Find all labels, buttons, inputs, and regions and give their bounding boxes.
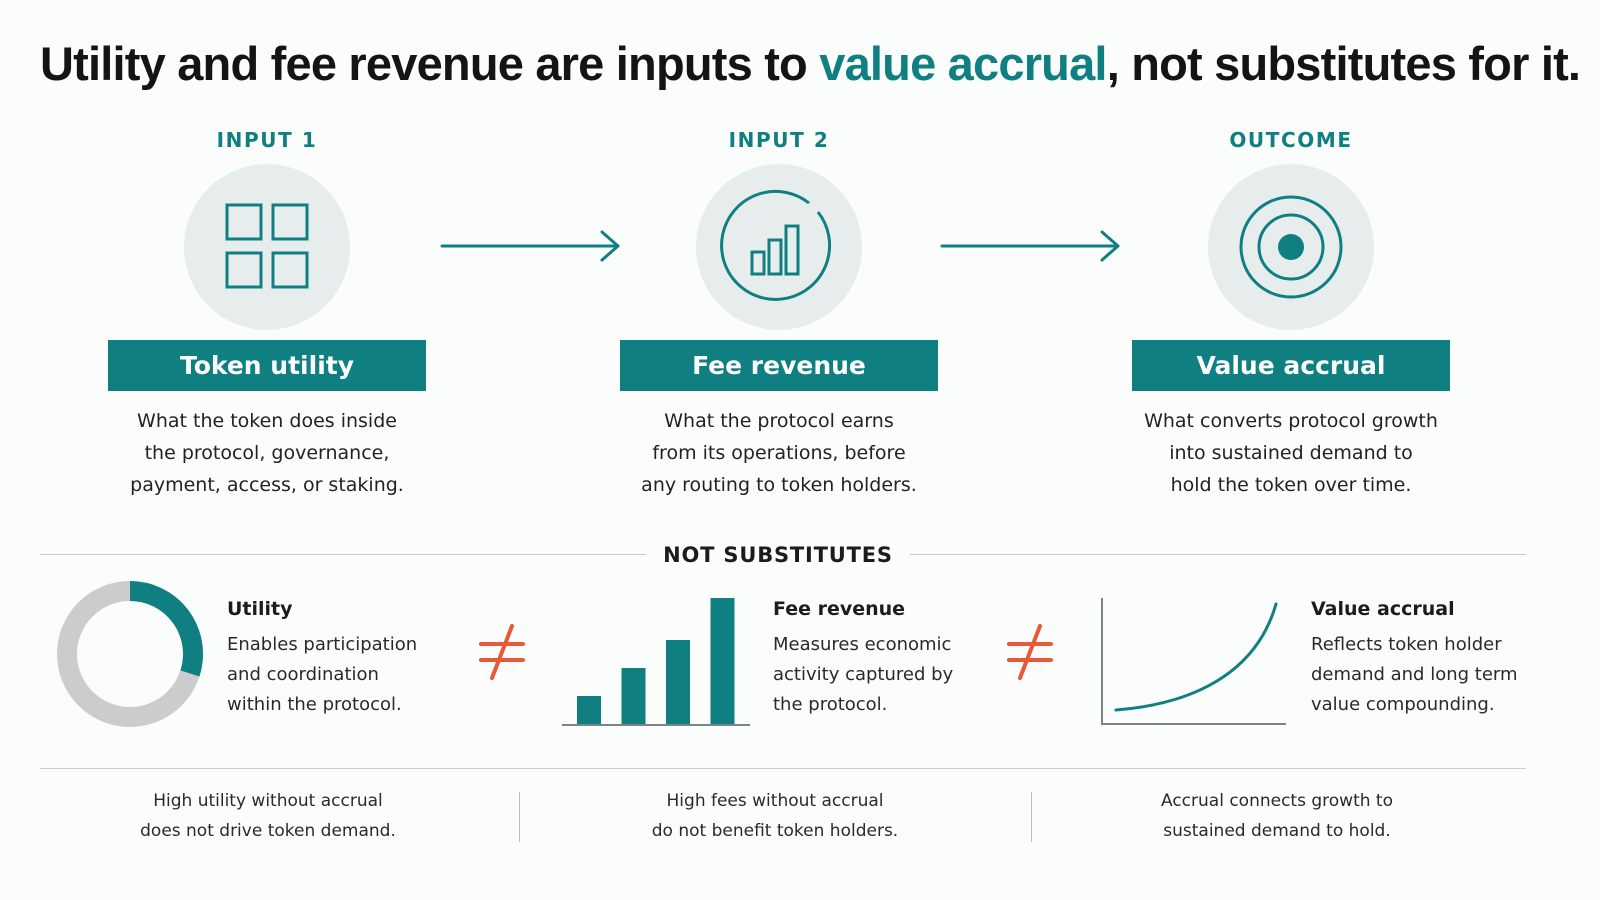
comparison-title: Utility: [227, 598, 293, 620]
footer-separator: [1031, 792, 1032, 842]
stage-description: What the token does inside the protocol,…: [108, 405, 426, 501]
target-icon: [1239, 195, 1343, 299]
footer-note-utility: High utility without accrual does not dr…: [68, 786, 468, 846]
flow-arrow-icon: [440, 230, 620, 262]
stage-description: What converts protocol growth into susta…: [1132, 405, 1450, 501]
bar-chart-icon: [562, 598, 750, 726]
footer-note-fees: High fees without accrual do not benefit…: [575, 786, 975, 846]
footer-line: High utility without accrual: [153, 791, 383, 811]
comparison-description: Measures economic activity captured by t…: [773, 630, 1003, 720]
fee-bar: [710, 598, 735, 724]
footer-line: Accrual connects growth to: [1161, 791, 1393, 811]
stage-kicker: INPUT 1: [216, 128, 318, 152]
stage-icon-circle: [184, 164, 350, 330]
fee-bar: [666, 640, 690, 724]
footer-line: does not drive token demand.: [140, 821, 396, 841]
desc-line: What the protocol earns: [664, 410, 894, 432]
desc-line: value compounding.: [1311, 694, 1495, 715]
comparison-utility: Utility Enables participation and coordi…: [227, 594, 457, 720]
footer-note-accrual: Accrual connects growth to sustained dem…: [1077, 786, 1477, 846]
section-divider-right: [910, 554, 1526, 555]
stage-label: Fee revenue: [620, 340, 938, 391]
title-lead: Utility and fee revenue are inputs to: [40, 37, 820, 90]
comparison-fee-revenue: Fee revenue Measures economic activity c…: [773, 594, 1003, 720]
title-tail: , not substitutes for it.: [1106, 37, 1581, 90]
desc-line: activity captured by: [773, 664, 954, 685]
footer-line: do not benefit token holders.: [651, 821, 899, 841]
comparison-description: Enables participation and coordination w…: [227, 630, 457, 720]
stage-icon-circle: [1208, 164, 1374, 330]
stage-kicker: INPUT 2: [728, 128, 830, 152]
stage-label: Value accrual: [1132, 340, 1450, 391]
comparison-title: Value accrual: [1311, 598, 1455, 620]
stage-kicker: OUTCOME: [1229, 128, 1353, 152]
stage-outcome: OUTCOME Value accrual What converts prot…: [1132, 126, 1450, 501]
desc-line: What converts protocol growth: [1144, 410, 1438, 432]
donut-icon: [57, 581, 203, 727]
not-equal-icon: [479, 624, 525, 680]
fee-bar: [621, 668, 646, 724]
desc-line: Reflects token holder: [1311, 634, 1502, 655]
stage-description: What the protocol earns from its operati…: [620, 405, 938, 501]
bar-chart-icon: [720, 189, 832, 301]
desc-line: the protocol, governance,: [144, 442, 390, 464]
stage-label: Token utility: [108, 340, 426, 391]
stage-input-1: INPUT 1 Token utility What the token doe…: [108, 126, 426, 501]
footer-separator: [519, 792, 520, 842]
desc-line: and coordination: [227, 664, 379, 685]
stage-icon-circle: [696, 164, 862, 330]
desc-line: payment, access, or staking.: [130, 474, 404, 496]
desc-line: What the token does inside: [137, 410, 397, 432]
desc-line: any routing to token holders.: [641, 474, 917, 496]
footer-divider: [40, 768, 1526, 769]
desc-line: demand and long term: [1311, 664, 1518, 685]
desc-line: Measures economic: [773, 634, 952, 655]
not-equal-icon: [1007, 624, 1053, 680]
footer-line: sustained demand to hold.: [1163, 821, 1391, 841]
desc-line: the protocol.: [773, 694, 888, 715]
grid-icon: [225, 203, 309, 289]
desc-line: Enables participation: [227, 634, 418, 655]
comparison-value-accrual: Value accrual Reflects token holder dema…: [1311, 594, 1541, 720]
donut-filled-arc: [129, 581, 203, 677]
comparison-title: Fee revenue: [773, 598, 906, 620]
desc-line: hold the token over time.: [1170, 474, 1412, 496]
stage-input-2: INPUT 2 Fee revenue What the protocol ea…: [620, 126, 938, 501]
desc-line: into sustained demand to: [1169, 442, 1413, 464]
desc-line: within the protocol.: [227, 694, 402, 715]
growth-curve-icon: [1101, 598, 1286, 725]
footer-line: High fees without accrual: [666, 791, 884, 811]
section-divider-left: [40, 554, 646, 555]
section-label: NOT SUBSTITUTES: [663, 543, 893, 567]
comparison-description: Reflects token holder demand and long te…: [1311, 630, 1541, 720]
flow-arrow-icon: [940, 230, 1120, 262]
page-title: Utility and fee revenue are inputs to va…: [40, 36, 1581, 91]
fee-bar: [577, 696, 601, 724]
desc-line: from its operations, before: [652, 442, 906, 464]
title-accent: value accrual: [819, 37, 1107, 90]
